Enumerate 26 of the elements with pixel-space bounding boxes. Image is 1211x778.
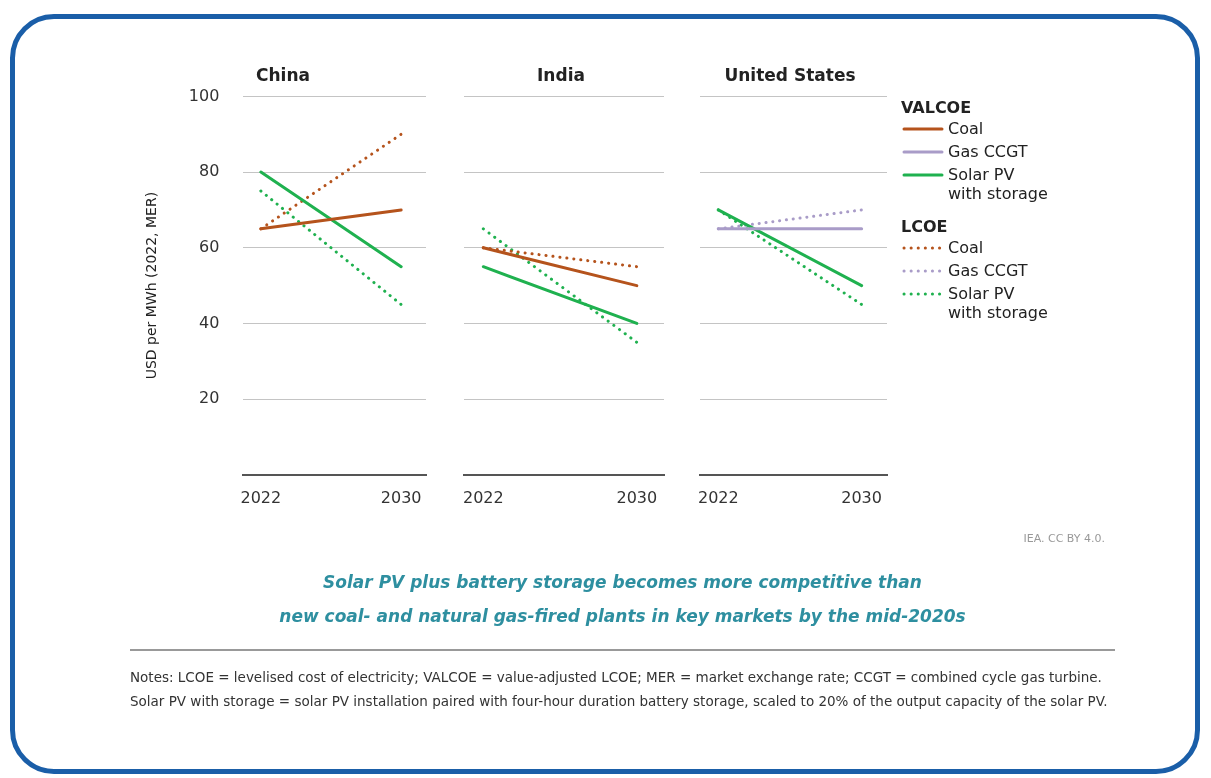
x-tick-label: 2030 [380,487,422,507]
legend-label: Coal [948,119,984,138]
chart-title: India [537,64,585,85]
x-tick-label: 2022 [697,487,739,507]
y-tick-label: 80 [198,161,220,181]
legend-label: Solar PV with storage [948,284,1048,322]
chart-title: United States [724,64,856,85]
text: IEA. CC BY 4.0. [1022,532,1105,545]
legend-label: Gas CCGT [948,261,1028,280]
text: Notes: LCOE = levelised cost of electricity; VALCOE = value-adjusted LCOE; MER = market exchange rate; CCGT = combined cycle gas turbine. Solar PV with storage = solar PV installation paired with four-hour duration battery storage, scaled to 20% of the output capacity of the solar PV. [130,668,1109,711]
text: VALCOE [901,98,973,117]
y-tick-label: 100 [188,85,220,105]
text: LCOE [901,217,949,236]
chart-title: China [256,64,310,85]
y-tick-label: 20 [198,388,220,408]
legend-label: Solar PV with storage [948,165,1048,203]
y-tick-label: 40 [198,312,220,332]
x-tick-label: 2030 [616,487,658,507]
text: Solar PV plus battery storage becomes more competitive than new coal- and natural gas-fired plants in key markets by the mid-2020s [278,571,967,628]
x-tick-label: 2022 [462,487,504,507]
x-tick-label: 2030 [841,487,882,507]
y-tick-label: 60 [198,236,220,256]
x-tick-label: 2022 [240,487,282,507]
y-axis-title: USD per MWh (2022, MER) [143,191,160,380]
legend-label: Coal [948,238,984,257]
legend-label: Gas CCGT [948,142,1028,161]
